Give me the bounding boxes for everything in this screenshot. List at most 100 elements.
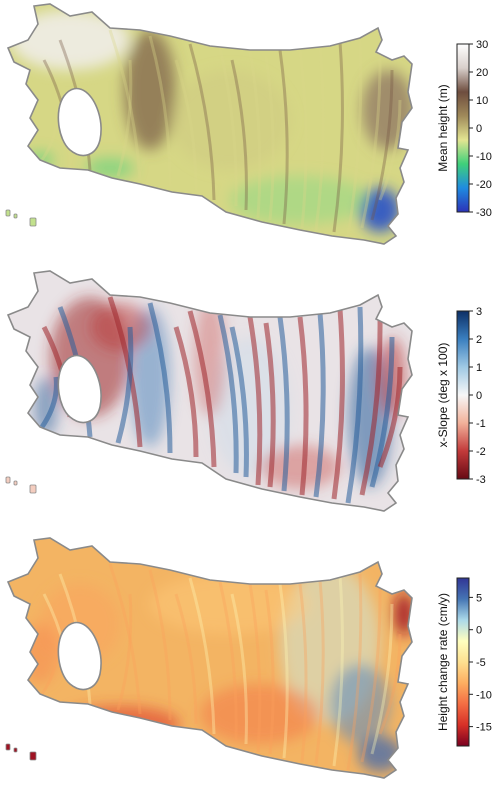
- height-change-rate-patch: [330, 664, 390, 744]
- x-slope-streak: [115, 326, 134, 444]
- mean-height-colorbar: [456, 43, 470, 213]
- panel-x-slope: 3 2 1 0 -1 -2 -3 x-Slope (deg x 100): [0, 267, 502, 534]
- height-change-rate-patch: [200, 684, 320, 744]
- height-change-rate-colorbar-title: Height change rate (cm/y): [436, 593, 450, 731]
- mean-height-streak: [346, 39, 363, 237]
- height-change-rate-colorbar-tick-label: -5: [476, 657, 486, 669]
- x-slope-streak: [369, 336, 395, 488]
- x-slope-island: [57, 354, 102, 424]
- x-slope-islet: [5, 476, 11, 484]
- mean-height-coastline: [6, 3, 413, 245]
- height-change-rate-streak: [148, 569, 172, 721]
- mean-height-colorbar-title: Mean height (m): [436, 84, 450, 171]
- x-slope-streak: [39, 376, 59, 429]
- height-change-rate-map: 5 0 -5 -10 -15 Height change rate (cm/y): [5, 537, 492, 779]
- mean-height-streak: [248, 49, 262, 219]
- x-slope-islet: [13, 480, 18, 486]
- height-change-rate-colorbar-tick-label: 0: [476, 625, 482, 637]
- height-change-rate-colorbar-tick-label: 5: [476, 592, 482, 604]
- height-change-rate-streak: [378, 633, 402, 735]
- x-slope-streak: [277, 316, 290, 492]
- height-change-rate-streak: [360, 583, 382, 763]
- mean-height-streak: [40, 109, 58, 161]
- x-slope-patch: [194, 297, 226, 417]
- height-change-rate-colorbar: [456, 577, 470, 747]
- x-slope-colorbar-tick-label: -1: [476, 418, 486, 430]
- mean-height-patch: [230, 176, 370, 224]
- mean-height-colorbar-tick-label: -20: [476, 179, 492, 191]
- mean-height-map: 30 20 10 0 -10 -20 -30 Mean height (m): [5, 3, 492, 245]
- x-slope-streak: [187, 310, 217, 468]
- height-change-rate-streak: [370, 603, 394, 755]
- mean-height-streak: [298, 49, 308, 229]
- x-slope-streak: [331, 308, 345, 500]
- height-change-rate-colorbar-tick-label: -15: [476, 722, 492, 734]
- x-slope-colorbar: [456, 310, 470, 480]
- x-slope-streak: [247, 316, 263, 486]
- mean-height-streak: [378, 99, 402, 201]
- height-change-rate-streak: [346, 573, 363, 771]
- height-change-rate-streak: [332, 575, 344, 767]
- height-change-rate-islet: [5, 743, 11, 751]
- x-slope-streak: [173, 326, 199, 458]
- height-change-rate-streak: [188, 577, 216, 735]
- mean-height-streak: [116, 59, 133, 177]
- x-slope-colorbar-tick-label: -2: [476, 446, 486, 458]
- height-change-rate-streak: [264, 589, 275, 755]
- x-slope-colorbar-title: x-Slope (deg x 100): [436, 343, 450, 448]
- x-slope-patch: [34, 377, 58, 437]
- height-change-rate-coastline: [6, 537, 413, 779]
- height-change-rate-island: [57, 621, 102, 691]
- mean-height-streak: [264, 55, 275, 221]
- height-change-rate-streak: [278, 583, 289, 759]
- mean-height-patch: [360, 188, 400, 232]
- mean-height-patch: [170, 70, 290, 170]
- height-change-rate-islet: [13, 747, 18, 753]
- x-slope-colorbar-tick-label: 0: [476, 390, 482, 402]
- mean-height-streak: [332, 41, 344, 233]
- mean-height-streak: [218, 47, 238, 207]
- height-change-rate-streak: [298, 583, 308, 763]
- x-slope-coastline: [6, 270, 413, 512]
- height-change-rate-patch: [394, 592, 412, 636]
- x-slope-colorbar-tick-label: -3: [476, 474, 486, 486]
- x-slope-streak: [345, 306, 364, 504]
- mean-height-colorbar-tick-label: 0: [476, 123, 482, 135]
- mean-height-streak: [314, 45, 325, 231]
- x-slope-streak: [229, 326, 249, 478]
- height-change-rate-colorbar-tick-label: -10: [476, 689, 492, 701]
- mean-height-patch: [10, 10, 130, 70]
- mean-height-streak: [230, 59, 248, 211]
- mean-height-islet: [5, 209, 11, 217]
- mean-height-colorbar-tick-label: 20: [476, 67, 488, 79]
- mean-height-islet: [29, 217, 37, 227]
- height-change-rate-streak: [40, 643, 58, 695]
- height-change-rate-islet: [29, 751, 37, 761]
- mean-height-colorbar-tick-label: -30: [476, 207, 492, 219]
- x-slope-streak: [377, 366, 403, 468]
- mean-height-islet: [13, 213, 18, 219]
- x-slope-colorbar-tick-label: 1: [476, 362, 482, 374]
- panel-mean-height: 30 20 10 0 -10 -20 -30 Mean height (m): [0, 0, 502, 267]
- x-slope-colorbar-tick-label: 3: [476, 306, 482, 318]
- mean-height-streak: [360, 49, 382, 229]
- height-change-rate-streak: [218, 581, 238, 741]
- mean-height-streak: [370, 69, 394, 221]
- height-change-rate-patch: [150, 574, 310, 634]
- mean-height-colorbar-tick-label: -10: [476, 151, 492, 163]
- mean-height-streak: [148, 35, 172, 187]
- mean-height-patch: [124, 30, 176, 150]
- mean-height-streak: [278, 49, 289, 225]
- x-slope-islet: [29, 484, 37, 494]
- mean-height-colorbar-tick-label: 30: [476, 39, 488, 51]
- x-slope-streak: [263, 322, 276, 488]
- mean-height-colorbar-tick-label: 10: [476, 95, 488, 107]
- x-slope-streak: [217, 314, 239, 474]
- x-slope-streak: [359, 316, 383, 496]
- mean-height-island: [57, 87, 102, 157]
- x-slope-streak: [313, 312, 326, 498]
- height-change-rate-streak: [314, 579, 325, 765]
- x-slope-streak: [147, 302, 173, 454]
- mean-height-streak: [108, 29, 142, 181]
- x-slope-map: 3 2 1 0 -1 -2 -3 x-Slope (deg x 100): [5, 270, 486, 512]
